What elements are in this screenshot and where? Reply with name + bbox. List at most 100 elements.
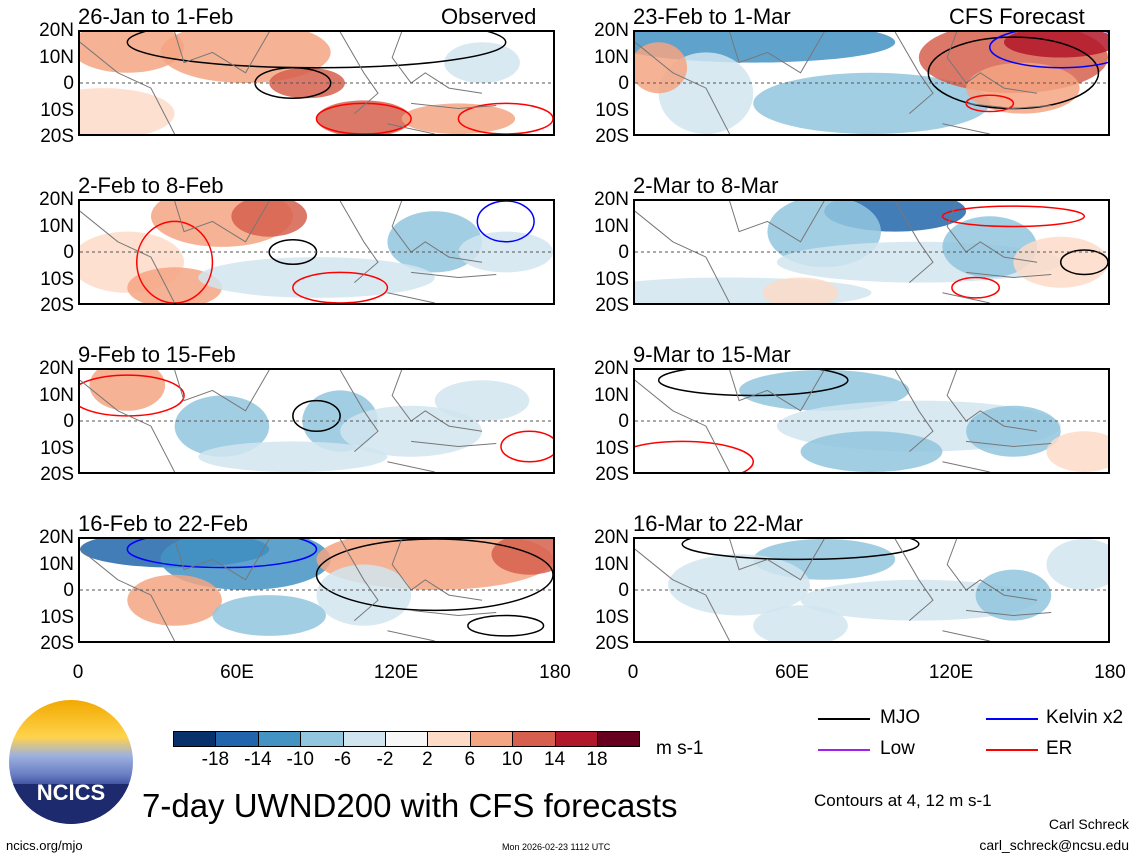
contour-line <box>293 401 340 432</box>
legend-kelvin: Kelvin x2 <box>1046 707 1124 728</box>
anomaly-shading <box>212 595 326 636</box>
author: Carl Schreck <box>1048 816 1129 832</box>
contour-line <box>952 278 999 298</box>
latitude-tick-label: 0 <box>63 411 74 432</box>
contour-line <box>942 206 1084 226</box>
legend-er: ER <box>1046 738 1073 759</box>
colorbar-swatch <box>428 732 471 746</box>
colorbar-swatch <box>597 732 640 746</box>
latitude-tick-label: 20S <box>40 633 74 654</box>
panel-title: 23-Feb to 1-Mar <box>633 4 791 29</box>
anomaly-shading <box>800 431 943 472</box>
anomaly-shading <box>753 72 990 134</box>
longitude-tick-label: 180 <box>1094 662 1126 683</box>
contour-line <box>317 103 412 134</box>
contour-line <box>80 375 184 416</box>
anomaly-shading <box>316 564 412 626</box>
contour-line <box>1061 250 1108 274</box>
anomaly-shading <box>1046 431 1108 472</box>
longitude-tick-label: 60E <box>775 662 809 683</box>
forecast-label: CFS Forecast <box>949 4 1085 29</box>
logo-text: NCICS <box>36 780 106 805</box>
latitude-tick-label: 10S <box>40 99 74 121</box>
anomaly-shading <box>458 231 553 273</box>
anomaly-shading <box>340 405 483 457</box>
panel-title: 2-Mar to 8-Mar <box>633 173 779 198</box>
colorbar-tick-label: 18 <box>586 749 608 770</box>
longitude-tick-label: 60E <box>220 662 254 683</box>
colorbar-tick-label: -10 <box>286 749 314 770</box>
colorbar-swatch <box>174 732 217 746</box>
latitude-tick-label: 0 <box>618 73 629 94</box>
anomaly-shading <box>231 201 308 237</box>
colorbar-swatch <box>216 732 259 746</box>
contour-line <box>635 441 753 472</box>
latitude-tick-label: 20N <box>594 527 629 548</box>
longitude-tick-label: 0 <box>72 662 84 683</box>
contour-line <box>477 201 534 242</box>
latitude-tick-label: 20S <box>595 464 629 485</box>
latitude-tick-label: 10S <box>595 437 629 459</box>
panel-title: 26-Jan to 1-Feb <box>78 4 234 29</box>
legend-kelvin-line <box>986 718 1038 720</box>
map-panel <box>633 368 1110 474</box>
map-panel <box>633 537 1110 643</box>
latitude-tick-label: 20N <box>594 189 629 210</box>
longitude-tick-label: 180 <box>539 662 571 683</box>
latitude-tick-label: 20N <box>594 20 629 41</box>
latitude-tick-label: 10N <box>594 215 629 237</box>
panel-title: 9-Mar to 15-Mar <box>633 342 791 367</box>
colorbar <box>173 731 641 747</box>
colorbar-swatch <box>343 732 386 746</box>
latitude-tick-label: 10S <box>40 606 74 628</box>
ncics-link[interactable]: ncics.org/mjo <box>6 838 83 853</box>
latitude-tick-label: 20N <box>39 527 74 548</box>
latitude-tick-label: 0 <box>618 242 629 263</box>
panel-title: 9-Feb to 15-Feb <box>78 342 236 367</box>
anomaly-shading <box>966 62 1080 114</box>
anomaly-shading <box>80 88 175 134</box>
legend-mjo-line <box>818 718 870 720</box>
latitude-tick-label: 10N <box>39 46 74 68</box>
legend-low: Low <box>880 738 915 759</box>
anomaly-shading <box>966 405 1061 457</box>
map-panel <box>78 537 555 643</box>
anomaly-shading <box>160 539 331 590</box>
ncics-logo: NCICS <box>9 700 133 824</box>
latitude-tick-label: 20N <box>594 358 629 379</box>
legend-low-line <box>818 749 870 751</box>
colorbar-tick-label: 2 <box>422 749 433 770</box>
map-panel <box>78 368 555 474</box>
panel-title: 2-Feb to 8-Feb <box>78 173 224 198</box>
latitude-tick-label: 10N <box>39 384 74 406</box>
latitude-tick-label: 10N <box>39 215 74 237</box>
map-panel <box>78 199 555 305</box>
latitude-tick-label: 10N <box>39 553 74 575</box>
contour-line <box>682 539 919 559</box>
longitude-tick-label: 120E <box>373 662 419 683</box>
colorbar-swatch <box>301 732 344 746</box>
anomaly-shading <box>753 605 848 641</box>
contour-line <box>127 539 316 568</box>
colorbar-tick-label: 6 <box>464 749 476 770</box>
contour-line <box>317 539 554 610</box>
contour-line <box>137 221 213 303</box>
anomaly-shading <box>89 370 166 411</box>
latitude-tick-label: 0 <box>63 73 74 94</box>
anomaly-shading <box>975 569 1052 621</box>
anomaly-shading <box>198 257 435 298</box>
colorbar-units: m s-1 <box>656 738 704 759</box>
anomaly-shading <box>444 42 520 83</box>
anomaly-shading <box>198 441 388 472</box>
contour-line <box>468 616 544 636</box>
colorbar-tick-label: 14 <box>544 749 566 770</box>
colorbar-swatch <box>470 732 514 746</box>
contour-line <box>293 272 388 303</box>
legend-er-line <box>986 749 1038 751</box>
contour-line <box>458 103 553 134</box>
contours-note: Contours at 4, 12 m s-1 <box>814 791 992 810</box>
colorbar-tick-label: -18 <box>201 749 230 770</box>
map-panel <box>78 30 555 136</box>
colorbar-tick-label: -14 <box>244 749 272 770</box>
anomaly-shading <box>762 277 839 303</box>
